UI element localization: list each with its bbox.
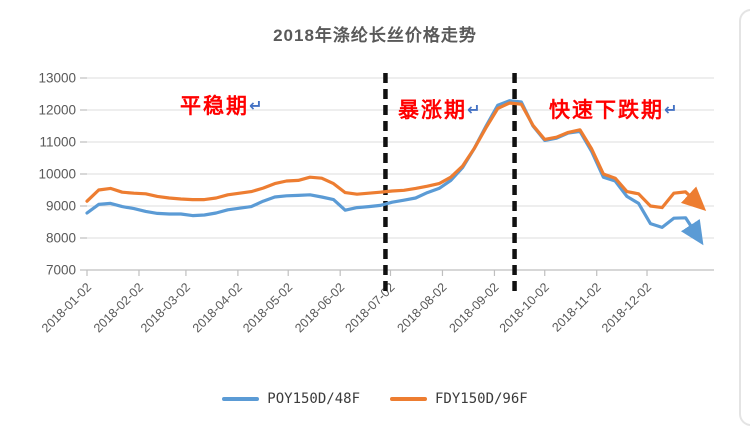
x-tick-label: 2018-03-02 bbox=[138, 280, 193, 335]
x-tick-label: 2018-02-02 bbox=[91, 280, 146, 335]
annotation-stable-phase: 平稳期↵ bbox=[180, 90, 262, 120]
legend-swatch-poy bbox=[222, 397, 260, 401]
return-mark-icon: ↵ bbox=[664, 102, 678, 119]
y-tick-label: 8000 bbox=[46, 231, 76, 246]
x-tick-label: 2018-04-02 bbox=[190, 280, 245, 335]
legend-label-fdy: FDY150D/96F bbox=[435, 391, 528, 407]
legend-item-poy: POY150D/48F bbox=[222, 391, 360, 407]
x-tick-label: 2018-08-02 bbox=[394, 280, 449, 335]
x-tick-label: 2018-06-02 bbox=[292, 280, 347, 335]
annotation-surge-phase: 暴涨期↵ bbox=[398, 94, 480, 124]
x-tick-label: 2018-11-02 bbox=[549, 280, 603, 334]
x-tick-label: 2018-09-02 bbox=[446, 280, 501, 335]
y-tick-label: 12000 bbox=[38, 103, 76, 118]
series-line-FDY150D/96F bbox=[85, 101, 707, 212]
x-tick-label: 2018-10-02 bbox=[497, 280, 552, 335]
legend-item-fdy: FDY150D/96F bbox=[390, 391, 528, 407]
y-tick-label: 13000 bbox=[38, 71, 76, 86]
chart-legend: POY150D/48F FDY150D/96F bbox=[0, 391, 750, 407]
chart-title: 2018年涤纶长丝价格走势 bbox=[273, 26, 477, 45]
y-tick-label: 11000 bbox=[39, 135, 76, 150]
x-tick-label: 2018-01-02 bbox=[39, 280, 94, 335]
x-tick-label: 2018-07-02 bbox=[342, 280, 397, 335]
annotation-phase2-label: 暴涨期 bbox=[398, 99, 467, 122]
annotation-rapid-decline-phase: 快速下跌期↵ bbox=[549, 94, 677, 124]
y-tick-label: 9000 bbox=[46, 199, 76, 214]
page-right-border bbox=[739, 9, 750, 426]
legend-label-poy: POY150D/48F bbox=[267, 391, 360, 407]
return-mark-icon: ↵ bbox=[467, 102, 481, 119]
y-tick-label: 7000 bbox=[46, 263, 76, 278]
legend-swatch-fdy bbox=[390, 397, 427, 401]
x-tick-label: 2018-12-02 bbox=[599, 280, 654, 335]
x-tick-label: 2018-05-02 bbox=[240, 280, 295, 335]
annotation-phase1-label: 平稳期 bbox=[180, 95, 249, 118]
annotation-phase3-label: 快速下跌期 bbox=[549, 99, 664, 122]
y-tick-label: 10000 bbox=[38, 167, 76, 182]
return-mark-icon: ↵ bbox=[249, 98, 263, 115]
